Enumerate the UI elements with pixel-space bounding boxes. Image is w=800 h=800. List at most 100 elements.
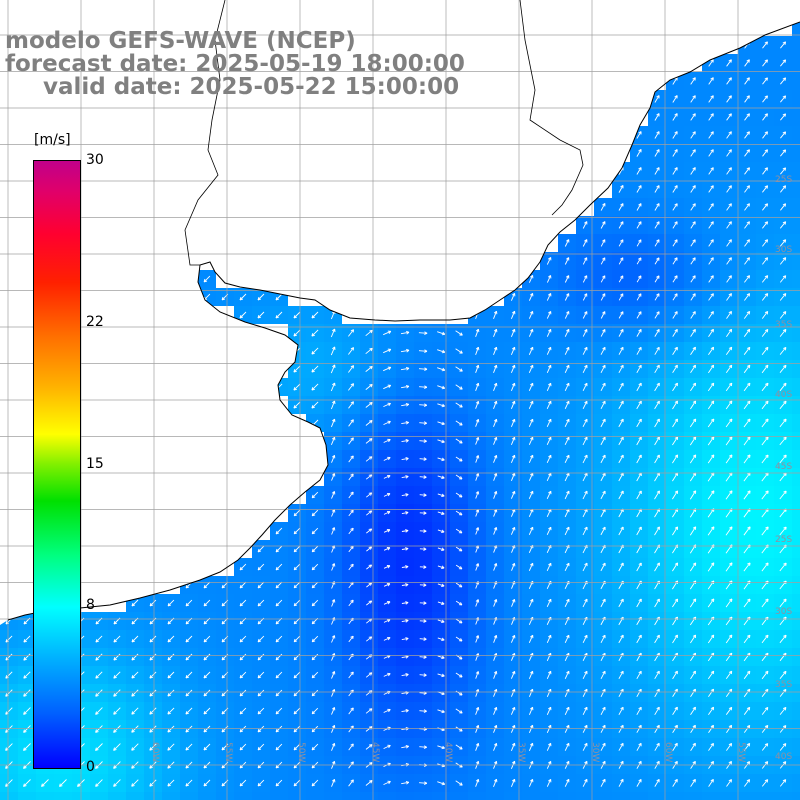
wind-arrow-head	[131, 729, 134, 733]
wind-arrow-head	[95, 621, 98, 625]
wind-arrow	[780, 113, 786, 121]
wind-arrow	[293, 581, 301, 589]
wind-arrow	[762, 203, 768, 211]
wind-arrow	[779, 634, 787, 644]
wind-arrow	[383, 457, 391, 461]
wind-arrow-head	[293, 656, 296, 660]
wind-arrow	[707, 634, 715, 644]
wind-arrow-head	[275, 296, 278, 301]
wind-arrow	[618, 454, 624, 464]
wind-arrow-head	[113, 711, 115, 715]
wind-arrow	[690, 725, 696, 733]
wind-arrow	[437, 331, 445, 335]
wind-arrow	[707, 670, 715, 680]
wind-arrow	[744, 59, 750, 67]
wind-arrow-head	[293, 351, 296, 355]
wind-arrow-head	[784, 275, 787, 279]
wind-cell	[792, 252, 800, 270]
wind-arrow-head	[311, 584, 314, 588]
wind-arrow	[528, 509, 534, 517]
wind-arrow	[708, 167, 714, 175]
wind-arrow-head	[275, 782, 278, 787]
wind-arrow	[419, 674, 427, 676]
wind-arrow	[546, 707, 552, 715]
wind-arrow	[546, 311, 552, 319]
wind-arrow	[636, 239, 642, 247]
wind-arrow	[511, 617, 515, 625]
wind-arrow	[546, 545, 552, 553]
wind-arrow	[618, 311, 624, 319]
wind-arrow	[185, 743, 193, 751]
wind-arrow	[131, 599, 139, 607]
wind-arrow	[185, 779, 193, 787]
wind-arrow	[726, 59, 732, 67]
wind-arrow	[239, 743, 247, 751]
wind-arrow-head	[766, 365, 769, 369]
wind-arrow	[455, 726, 463, 732]
wind-cell	[612, 792, 630, 800]
wind-arrow	[636, 364, 642, 374]
wind-arrow	[564, 347, 570, 355]
wind-arrow-head	[424, 332, 428, 335]
wind-arrow	[636, 185, 642, 193]
wind-arrow	[455, 456, 463, 462]
wind-arrow-head	[423, 674, 427, 677]
wind-arrow	[185, 653, 193, 661]
wind-arrow-head	[41, 783, 43, 787]
wind-arrow-head	[388, 331, 392, 334]
wind-arrow	[743, 562, 751, 572]
wind-arrow	[23, 671, 31, 679]
wind-arrow	[708, 257, 714, 265]
wind-arrow	[401, 439, 409, 443]
wind-arrow-head	[405, 494, 409, 497]
wind-arrow	[779, 598, 787, 608]
wind-arrow-head	[767, 635, 769, 639]
wind-arrow	[779, 365, 787, 373]
wind-arrow	[113, 653, 121, 661]
wind-arrow	[510, 437, 516, 445]
wind-arrow	[672, 77, 678, 85]
wind-arrow	[779, 275, 787, 283]
wind-arrow	[311, 599, 319, 607]
wind-arrow-head	[23, 621, 26, 625]
wind-arrow	[672, 113, 678, 121]
wind-arrow	[744, 131, 750, 139]
wind-arrow	[725, 400, 733, 410]
wind-arrow-head	[406, 331, 410, 335]
wind-arrow	[618, 670, 624, 680]
wind-cell	[792, 738, 800, 756]
wind-arrow	[564, 707, 570, 715]
wind-arrow	[493, 617, 497, 625]
wind-arrow	[401, 637, 409, 641]
wind-arrow-head	[423, 656, 427, 659]
wind-arrow-head	[766, 725, 769, 729]
wind-arrow-head	[113, 729, 115, 733]
wind-arrow	[275, 779, 283, 787]
wind-arrow	[455, 474, 463, 480]
wind-arrow-head	[784, 131, 787, 135]
wind-arrow	[149, 689, 157, 697]
wind-arrow	[779, 562, 787, 572]
wind-arrow-head	[441, 693, 445, 696]
wind-arrow	[636, 706, 642, 716]
wind-arrow	[726, 329, 732, 337]
wind-arrow	[185, 725, 193, 733]
wind-arrow	[690, 113, 696, 121]
wind-arrow	[528, 527, 534, 535]
wind-arrow	[185, 689, 193, 697]
wind-arrow	[636, 526, 642, 536]
wind-arrow	[366, 564, 372, 570]
wind-arrow	[780, 203, 786, 211]
wind-arrow	[203, 275, 211, 283]
wind-cell	[792, 612, 800, 630]
wind-arrow	[672, 167, 678, 175]
wind-arrow-head	[185, 711, 188, 715]
wind-arrow	[239, 599, 247, 607]
wind-arrow	[654, 113, 660, 121]
wind-arrow	[546, 365, 552, 373]
wind-arrow-head	[257, 548, 260, 553]
wind-arrow-head	[785, 526, 787, 530]
wind-arrow-head	[167, 711, 170, 715]
wind-arrow	[167, 653, 175, 661]
wind-arrow-head	[293, 746, 296, 751]
